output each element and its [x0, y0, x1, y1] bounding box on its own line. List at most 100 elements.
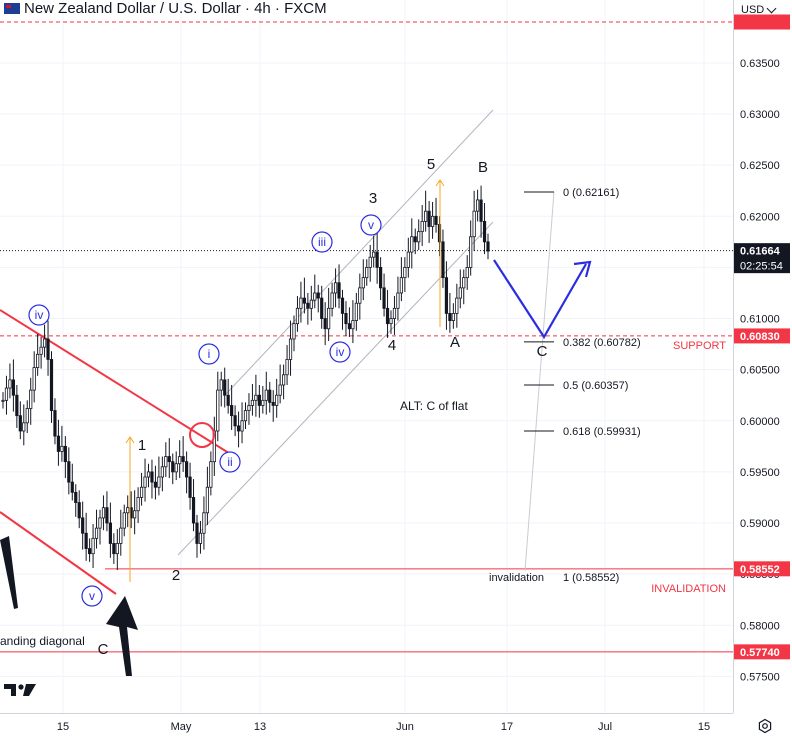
wave-label-circle [81, 585, 103, 607]
candle-body [399, 277, 403, 294]
candle-body [382, 287, 386, 309]
candle [479, 185, 483, 238]
candle-body [469, 236, 473, 268]
support-price-label-box [734, 328, 790, 344]
candle-body [139, 486, 144, 498]
candle-body [462, 277, 466, 289]
candle [330, 282, 334, 317]
candle [247, 393, 251, 425]
current-price-label-countdown: 02:25:54 [740, 261, 783, 273]
price-tick-label: 0.59500 [740, 467, 780, 479]
candle [392, 296, 397, 335]
candle-body [60, 445, 64, 452]
candle-body [302, 297, 306, 304]
candle [389, 310, 393, 334]
wave-label: 5 [427, 156, 435, 173]
gear-icon[interactable] [757, 718, 773, 734]
candle [372, 235, 376, 268]
candle-body [306, 302, 310, 309]
candle [472, 190, 476, 252]
candle [295, 296, 300, 332]
candle [143, 458, 147, 502]
lower-price-label-box [734, 644, 790, 660]
candle-body [84, 532, 88, 549]
candle-body [243, 410, 248, 422]
breakout-circle-icon [189, 422, 215, 448]
currency-dropdown[interactable]: USD [737, 0, 789, 20]
candle [434, 197, 438, 233]
candle [195, 514, 199, 558]
candle-body [389, 318, 393, 325]
candle [448, 292, 452, 333]
candle-body [410, 236, 414, 253]
fib-level: 0 (0.62161) [524, 187, 619, 199]
candle [243, 402, 248, 429]
wave-label: C [98, 641, 109, 658]
price-axis[interactable]: 0.635000.630000.625000.620000.615000.610… [733, 0, 792, 738]
candle [278, 364, 282, 404]
candle [302, 277, 306, 314]
candle-body [327, 307, 331, 330]
candle [354, 292, 358, 331]
candle [482, 203, 487, 255]
candle-body [451, 313, 455, 321]
candle [164, 442, 168, 478]
candle [212, 416, 216, 476]
candle [36, 333, 40, 376]
symbol-title[interactable]: New Zealand Dollar / U.S. Dollar · 4h · … [4, 0, 327, 17]
candle-body [36, 353, 40, 369]
candle-body [63, 445, 67, 463]
candle [4, 375, 9, 415]
candle [119, 509, 123, 556]
time-tick-label: May [171, 721, 192, 733]
candle [320, 285, 324, 329]
candle [399, 257, 403, 302]
candle [115, 529, 119, 571]
candle-body [344, 313, 348, 325]
wave-label-text: iii [318, 235, 326, 249]
candle [282, 364, 286, 400]
fib-trend-line [524, 191, 555, 572]
candle [469, 220, 473, 276]
candle-body [191, 497, 196, 524]
candle-body [455, 297, 459, 314]
candle-body [115, 543, 119, 555]
time-tick-label: Jul [598, 721, 612, 733]
candle-body [278, 384, 282, 396]
candle-body [465, 267, 469, 279]
candle-body [261, 399, 265, 406]
time-axis[interactable]: 15 May 13 Jun 17 Jul 15 [0, 713, 733, 734]
candle [351, 300, 355, 344]
candle [209, 451, 213, 496]
wave-label-circle [311, 231, 333, 253]
top-level-label [734, 14, 790, 30]
candle [191, 479, 196, 532]
candle [292, 315, 296, 352]
fib-level-label: 1 (0.58552) [563, 572, 619, 584]
candle-body [157, 476, 161, 488]
lower-price-label: 0.57740 [734, 644, 790, 660]
wave-label-circle [198, 343, 220, 365]
candle-body [240, 420, 244, 432]
price-tick-label: 0.61000 [740, 314, 780, 326]
candle [60, 425, 64, 462]
price-tick-label: 0.60500 [740, 365, 780, 377]
candle [233, 405, 237, 437]
fib-level-label: 0.382 (0.60782) [563, 337, 641, 349]
diagonal-upper-line [0, 309, 233, 456]
candle [313, 274, 317, 309]
candle-body [108, 522, 112, 544]
candle [306, 292, 310, 325]
price-tick-label: 0.63000 [740, 109, 780, 121]
candle [49, 351, 54, 423]
candle-body [11, 379, 15, 396]
candle [139, 472, 144, 506]
candle-body [340, 297, 345, 314]
candle-body [188, 476, 192, 498]
candle-body [143, 476, 147, 488]
candle [198, 520, 203, 554]
candle-body [337, 282, 341, 299]
wave-label: A [450, 334, 460, 351]
